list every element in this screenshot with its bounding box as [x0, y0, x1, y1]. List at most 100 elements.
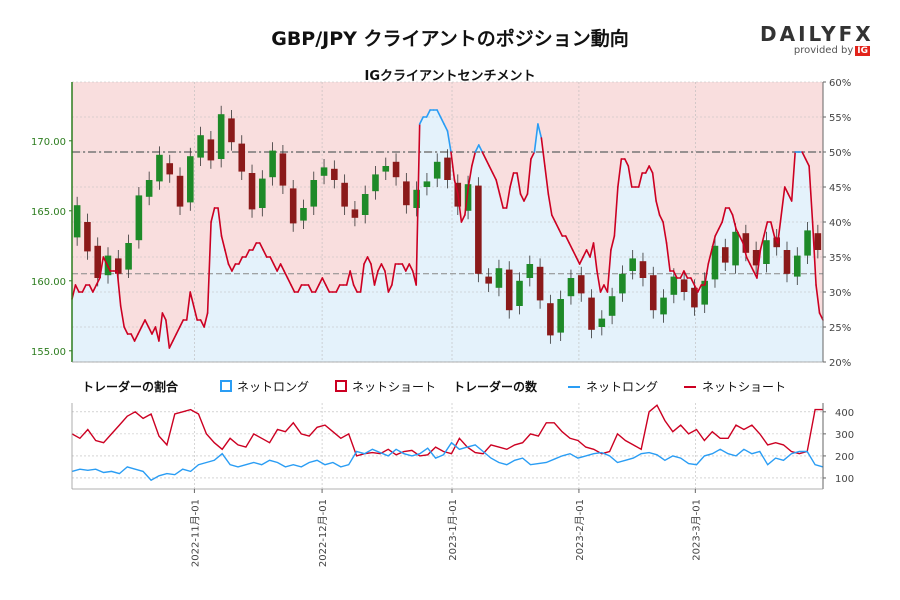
date-tick-label: 2022-11月-01	[189, 499, 201, 567]
sentiment-line-segment	[610, 235, 616, 251]
candle-body	[505, 269, 513, 311]
candle-body	[84, 222, 91, 252]
sentiment-line-segment	[217, 207, 223, 237]
sentiment-line-segment	[568, 242, 574, 251]
count-axis-tick: 300	[835, 430, 854, 441]
legend-count-short-label[interactable]: ネットショート	[702, 380, 786, 394]
candle-body	[608, 296, 616, 316]
sentiment-line-segment	[804, 158, 810, 167]
sentiment-line-segment	[325, 284, 331, 293]
candle-body	[691, 287, 698, 308]
sentiment-line-segment	[366, 256, 372, 265]
candle-body	[475, 185, 482, 274]
sentiment-line-segment	[509, 172, 515, 188]
sentiment-line-segment	[554, 221, 560, 230]
sentiment-line-segment	[763, 221, 769, 237]
sentiment-line-segment	[123, 326, 129, 335]
sentiment-line-segment	[721, 207, 727, 223]
brand-sub-text: provided by	[793, 45, 854, 56]
right-axis-tick: 30%	[829, 288, 851, 299]
sentiment-line-segment	[533, 123, 539, 153]
sentiment-line-segment	[224, 249, 230, 265]
sentiment-line-segment	[683, 270, 689, 279]
sentiment-line-segment	[297, 284, 303, 293]
sentiment-line-segment	[547, 193, 553, 216]
sentiment-line-segment	[161, 312, 167, 321]
legend-long-label[interactable]: ネットロング	[237, 380, 309, 394]
sentiment-line-segment	[446, 130, 452, 153]
candle-body	[269, 150, 276, 178]
sentiment-line-segment	[790, 151, 796, 202]
candle-body	[763, 240, 770, 264]
candle-body	[680, 279, 688, 292]
date-tick-label: 2023-1月-01	[447, 499, 459, 561]
candle-body	[300, 208, 307, 221]
sentiment-line-segment	[460, 214, 466, 223]
sentiment-line-segment	[693, 284, 699, 293]
legend-short-label[interactable]: ネットショート	[352, 380, 436, 394]
sentiment-line-segment	[105, 263, 112, 272]
sentiment-line-segment	[759, 235, 765, 251]
candle-body	[619, 273, 626, 294]
sentiment-line-segment	[137, 326, 143, 335]
sentiment-line-segment	[102, 256, 108, 265]
candle-body	[238, 143, 246, 172]
legend-count-long-label[interactable]: ネットロング	[586, 380, 658, 394]
sentiment-line-segment	[172, 333, 178, 342]
long-area	[72, 110, 823, 362]
sentiment-line-segment	[147, 326, 153, 335]
candle-body	[464, 184, 472, 211]
candle-body	[248, 173, 256, 210]
sentiment-line-segment	[731, 214, 737, 230]
sentiment-line-segment	[575, 256, 581, 265]
sentiment-line-segment	[279, 263, 285, 272]
left-axis-tick: 155.00	[31, 347, 66, 358]
sentiment-line-segment	[526, 158, 532, 195]
candle-body	[701, 280, 708, 305]
sentiment-line-segment	[644, 165, 650, 174]
sentiment-line-segment	[81, 284, 87, 293]
sentiment-line-segment	[377, 263, 383, 272]
candle-body	[711, 245, 719, 280]
sentiment-line-segment	[679, 270, 685, 279]
sentiment-line-segment	[99, 256, 105, 279]
sentiment-line-segment	[251, 242, 258, 251]
candle-body	[94, 245, 102, 278]
sentiment-line-segment	[505, 186, 511, 209]
date-tick-label: 2023-3月-01	[690, 499, 702, 561]
candle-body	[331, 168, 338, 180]
right-axis-tick: 55%	[829, 113, 851, 124]
sentiment-line-segment	[637, 172, 644, 188]
candle-body	[660, 297, 667, 315]
candle-body	[547, 303, 554, 336]
sentiment-line-segment	[158, 312, 164, 342]
sentiment-line-segment	[154, 326, 160, 342]
candle-body	[804, 230, 811, 256]
candle-body	[732, 231, 739, 266]
sentiment-line-segment	[589, 242, 595, 258]
sentiment-line-segment	[728, 207, 734, 216]
sentiment-line-segment	[665, 242, 671, 272]
candle-body	[598, 318, 606, 327]
right-axis-tick: 45%	[829, 183, 851, 194]
date-axis: 2022-11月-01 2022-12月-01 2023-1月-01 2023-2月-…	[189, 489, 702, 567]
sentiment-line-segment	[231, 263, 237, 272]
sentiment-line-segment	[557, 228, 564, 237]
candle-body	[639, 261, 647, 278]
sentiment-line-segment	[335, 284, 341, 293]
candle-body	[392, 161, 400, 178]
sentiment-line-segment	[370, 263, 376, 286]
sentiment-line-segment	[238, 256, 244, 265]
sentiment-line-segment	[571, 249, 577, 258]
sentiment-line-segment	[592, 242, 598, 272]
candle-body	[516, 280, 523, 306]
right-axis-tick: 25%	[829, 323, 851, 334]
count-panel: 100 200 300 400	[71, 403, 854, 490]
sentiment-line-segment	[523, 193, 529, 202]
short-area	[72, 82, 823, 348]
sentiment-line-segment	[742, 242, 748, 258]
sentiment-line-segment	[262, 249, 268, 258]
candle-body	[207, 139, 215, 161]
sentiment-line-segment	[818, 312, 824, 321]
sentiment-line-segment	[697, 284, 703, 293]
